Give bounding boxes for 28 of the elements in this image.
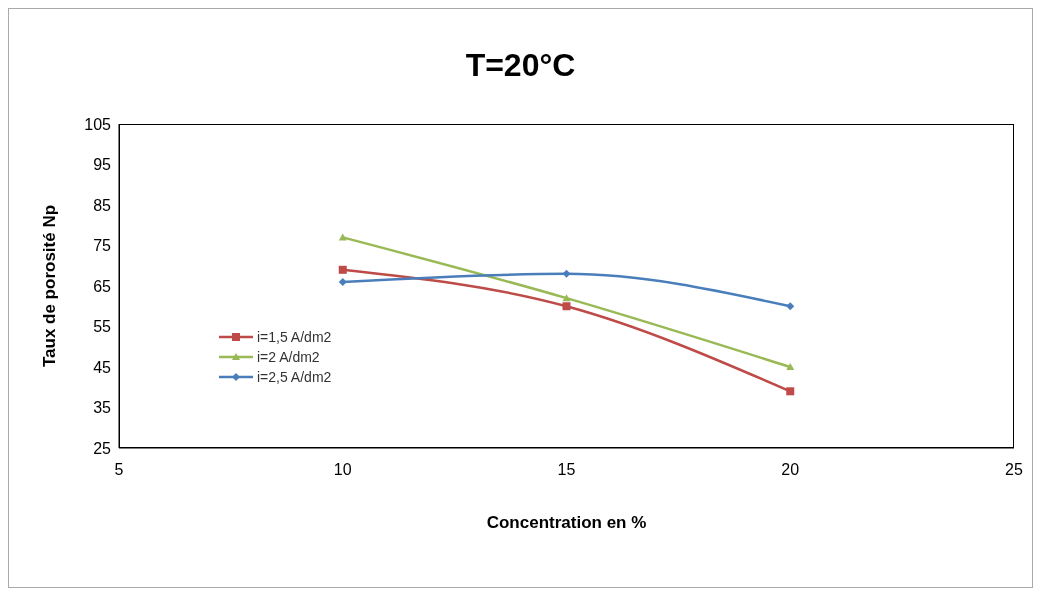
point <box>562 269 571 278</box>
legend-label: i=2 A/dm2 <box>257 349 320 365</box>
y-tick-label: 75 <box>93 237 112 255</box>
x-tick-label: 25 <box>1005 461 1023 479</box>
y-tick-label: 105 <box>84 115 112 133</box>
x-tick-label: 20 <box>781 461 800 479</box>
x-tick-label: 5 <box>114 461 124 479</box>
point <box>786 302 795 311</box>
point <box>562 294 571 302</box>
point <box>786 363 795 370</box>
chart-title: T=20°C <box>464 47 577 84</box>
y-tick-label: 55 <box>93 318 112 336</box>
y-axis-title: Taux de porosité Np <box>40 204 60 368</box>
x-tick-label: 10 <box>333 461 352 479</box>
y-tick-label: 25 <box>93 439 112 457</box>
y-tick-label: 65 <box>93 277 112 295</box>
x-axis-title: Concentration en % <box>486 513 647 532</box>
point <box>786 387 795 396</box>
legend-label: i=2,5 A/dm2 <box>257 369 332 385</box>
legend-label: i=1,5 A/dm2 <box>257 329 332 345</box>
point <box>562 302 571 311</box>
point <box>338 265 347 274</box>
y-tick-label: 85 <box>93 196 112 214</box>
y-tick-label: 95 <box>93 156 112 174</box>
y-tick-label: 45 <box>93 358 112 376</box>
x-tick-label: 15 <box>557 461 576 479</box>
point <box>338 277 347 286</box>
y-tick-label: 35 <box>93 399 112 417</box>
